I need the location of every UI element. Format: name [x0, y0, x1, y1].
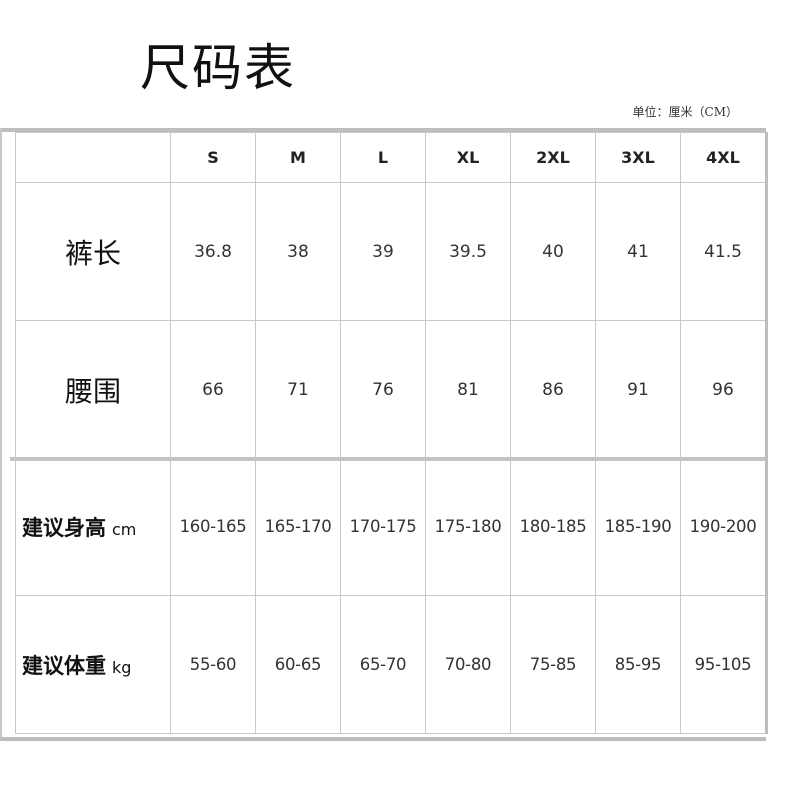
- row-label: 裤长: [15, 182, 171, 321]
- table-row: 建议身高 cm 160-165 165-170 170-175 175-180 1…: [15, 458, 768, 596]
- table-cell: 175-180: [425, 458, 511, 596]
- row-label-text: 建议身高: [22, 515, 106, 540]
- table-cell: 38: [255, 182, 341, 321]
- table-cell: 96: [680, 320, 768, 458]
- table-cell: 165-170: [255, 458, 341, 596]
- table-cell: 170-175: [340, 458, 426, 596]
- table-cell: 40: [510, 182, 596, 321]
- size-header: M: [255, 132, 341, 183]
- row-label: 建议身高 cm: [15, 458, 171, 596]
- table-cell: 76: [340, 320, 426, 458]
- frame-left-border: [0, 128, 2, 741]
- table-row: 建议体重 kg 55-60 60-65 65-70 70-80 75-85 85-…: [15, 595, 768, 734]
- frame-top-border: [0, 128, 766, 132]
- page-title: 尺码表: [140, 39, 296, 97]
- table-cell: 95-105: [680, 595, 768, 734]
- table-row: 裤长 36.8 38 39 39.5 40 41 41.5: [15, 182, 768, 321]
- table-cell: 60-65: [255, 595, 341, 734]
- size-header: 4XL: [680, 132, 768, 183]
- size-header: 2XL: [510, 132, 596, 183]
- table-cell: 65-70: [340, 595, 426, 734]
- table-cell: 86: [510, 320, 596, 458]
- table-cell: 36.8: [170, 182, 256, 321]
- header-row: S M L XL 2XL 3XL 4XL: [15, 132, 768, 183]
- corner-cell: [15, 132, 171, 183]
- size-table: S M L XL 2XL 3XL 4XL 裤长 36.8 38 39 39.5 …: [15, 132, 768, 734]
- table-cell: 91: [595, 320, 681, 458]
- table-cell: 39.5: [425, 182, 511, 321]
- table-cell: 160-165: [170, 458, 256, 596]
- table-cell: 75-85: [510, 595, 596, 734]
- table-cell: 66: [170, 320, 256, 458]
- size-header: XL: [425, 132, 511, 183]
- table-cell: 41.5: [680, 182, 768, 321]
- size-header: L: [340, 132, 426, 183]
- row-label-text: 建议体重: [22, 653, 106, 678]
- table-cell: 190-200: [680, 458, 768, 596]
- table-row: 腰围 66 71 76 81 86 91 96: [15, 320, 768, 458]
- table-cell: 41: [595, 182, 681, 321]
- size-header: S: [170, 132, 256, 183]
- table-cell: 39: [340, 182, 426, 321]
- table-cell: 180-185: [510, 458, 596, 596]
- table-cell: 85-95: [595, 595, 681, 734]
- table-cell: 71: [255, 320, 341, 458]
- size-header: 3XL: [595, 132, 681, 183]
- row-unit: kg: [112, 657, 132, 677]
- table-cell: 55-60: [170, 595, 256, 734]
- row-unit: cm: [112, 519, 137, 539]
- table-cell: 185-190: [595, 458, 681, 596]
- frame-bottom-border: [0, 737, 766, 741]
- table-cell: 70-80: [425, 595, 511, 734]
- row-label: 建议体重 kg: [15, 595, 171, 734]
- unit-note: 单位：厘米（CM）: [632, 105, 738, 119]
- table-cell: 81: [425, 320, 511, 458]
- row-label: 腰围: [15, 320, 171, 458]
